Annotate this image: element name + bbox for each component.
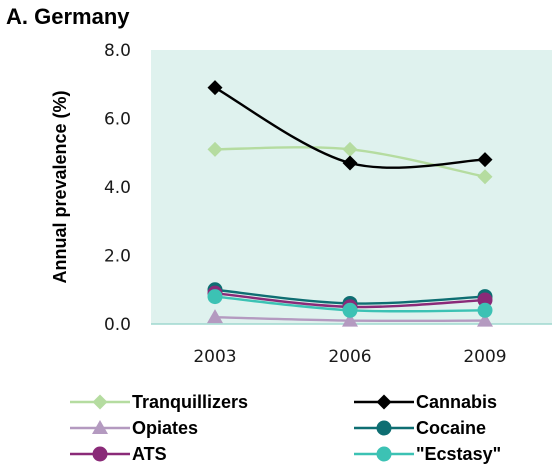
y-tick-label: 8.0: [104, 41, 131, 61]
y-axis: 0.0 2.0 4.0 6.0 8.0: [104, 41, 131, 335]
x-tick-label: 2003: [193, 347, 236, 367]
legend-label: ATS: [132, 444, 167, 464]
x-axis: 2003 2006 2009: [193, 347, 506, 367]
legend-item-cocaine: Cocaine: [354, 418, 486, 438]
legend-label: Cocaine: [416, 418, 486, 438]
data-point-opiates: [342, 312, 358, 327]
data-point-ecstasy: [477, 302, 493, 318]
y-tick-label: 6.0: [104, 110, 131, 130]
legend-marker: [92, 420, 108, 434]
legend-marker: [376, 394, 392, 410]
x-tick-label: 2006: [328, 347, 371, 367]
legend-item-ats: ATS: [70, 444, 167, 464]
series-ecstasy: [207, 289, 493, 318]
series-cannabis: [207, 80, 493, 171]
legend-item-tranquillizers: Tranquillizers: [70, 392, 248, 412]
data-point-opiates: [477, 312, 493, 327]
data-point-cannabis: [342, 155, 358, 171]
data-point-cannabis: [477, 152, 493, 168]
data-point-tranquillizers: [207, 141, 223, 157]
legend: Tranquillizers Cannabis Opiates Cocaine ATS "…: [70, 392, 501, 464]
y-tick-label: 2.0: [104, 247, 131, 267]
legend-marker: [376, 446, 392, 462]
data-point-opiates: [207, 309, 223, 324]
legend-label: Cannabis: [416, 392, 497, 412]
y-tick-label: 4.0: [104, 178, 131, 198]
x-tick-label: 2009: [463, 347, 506, 367]
legend-label: Opiates: [132, 418, 198, 438]
series-opiates: [207, 309, 493, 327]
y-tick-label: 0.0: [104, 315, 131, 335]
legend-marker: [376, 420, 392, 436]
legend-marker: [92, 394, 108, 410]
plot-background: [151, 50, 552, 324]
legend-item-cannabis: Cannabis: [354, 392, 497, 412]
legend-marker: [92, 446, 108, 462]
data-point-cannabis: [207, 80, 223, 96]
y-axis-title: Annual prevalence (%): [50, 90, 70, 283]
data-point-ecstasy: [207, 289, 223, 305]
data-point-ecstasy: [342, 302, 358, 318]
series-tranquillizers: [207, 141, 493, 185]
data-point-tranquillizers: [342, 141, 358, 157]
legend-label: Tranquillizers: [132, 392, 248, 412]
data-point-ats: [477, 292, 493, 308]
series-layer: [207, 80, 493, 327]
chart-title: A. Germany: [6, 4, 130, 29]
data-point-tranquillizers: [477, 169, 493, 185]
legend-item-ecstasy: "Ecstasy": [354, 444, 501, 464]
legend-label: "Ecstasy": [416, 444, 501, 464]
legend-item-opiates: Opiates: [70, 418, 198, 438]
